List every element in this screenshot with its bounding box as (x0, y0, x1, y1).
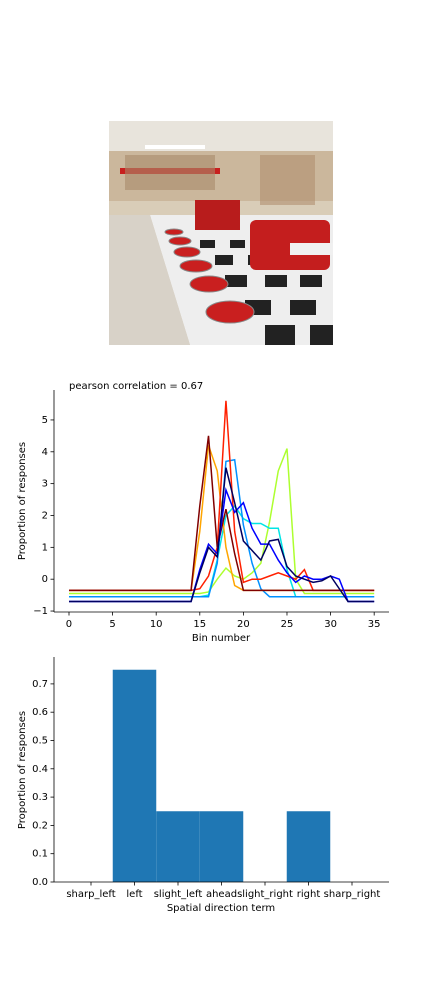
x-tick-label: sharp_right (324, 889, 381, 900)
bar (112, 669, 157, 882)
x-tick-label: sharp_left (66, 889, 115, 900)
y-tick-label: 0.6 (32, 707, 48, 718)
y-tick-label: 0.4 (32, 764, 48, 775)
x-tick-label: 20 (237, 619, 250, 630)
line-series (68, 400, 375, 592)
x-tick-label: ahead (206, 889, 237, 900)
y-tick-label: 0.2 (32, 820, 48, 831)
y-tick-label: 5 (42, 415, 48, 426)
x-axis-label: Bin number (192, 633, 251, 644)
y-tick-label: 0.0 (32, 877, 48, 888)
y-axis-label: Proportion of responses (17, 442, 28, 560)
y-tick-label: 0.7 (32, 679, 48, 690)
x-tick-label: 10 (150, 619, 163, 630)
x-tick-label: left (126, 889, 142, 900)
x-tick-label: 25 (281, 619, 294, 630)
bar (156, 811, 200, 882)
y-tick-label: 0 (42, 574, 48, 585)
x-tick-label: 5 (109, 619, 115, 630)
y-tick-label: 1 (42, 542, 48, 553)
x-tick-label: right (297, 889, 321, 900)
photo (109, 121, 333, 345)
x-tick-label: 15 (193, 619, 206, 630)
y-tick-label: 3 (42, 479, 48, 490)
line-series (68, 435, 375, 592)
y-tick-label: 2 (42, 510, 48, 521)
x-axis-label: Spatial direction term (167, 903, 275, 914)
y-tick-label: 4 (42, 447, 48, 458)
x-tick-label: slight_left (154, 889, 203, 900)
x-tick-label: 30 (324, 619, 337, 630)
x-tick-label: 35 (368, 619, 381, 630)
line-series (68, 467, 375, 603)
line-series (68, 448, 375, 595)
x-tick-label: 0 (66, 619, 72, 630)
x-tick-label: slight_right (237, 889, 293, 900)
y-tick-label: −1 (33, 606, 48, 617)
bar (286, 811, 331, 882)
bar (199, 811, 244, 882)
y-tick-label: 0.1 (32, 849, 48, 860)
y-axis-label: Proportion of responses (17, 711, 28, 829)
line-chart-title: pearson correlation = 0.67 (69, 381, 203, 392)
y-tick-label: 0.3 (32, 792, 48, 803)
y-tick-label: 0.5 (32, 735, 48, 746)
